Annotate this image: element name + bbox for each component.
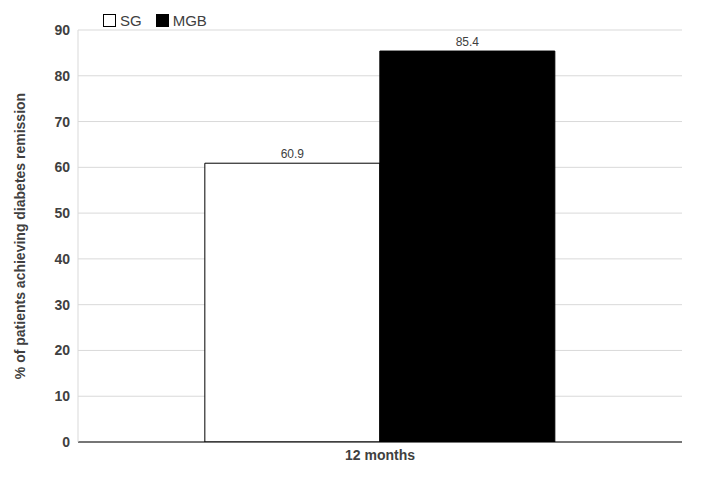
- svg-text:12 months: 12 months: [345, 447, 415, 463]
- svg-text:40: 40: [54, 251, 70, 267]
- svg-text:20: 20: [54, 342, 70, 358]
- svg-text:0: 0: [62, 434, 70, 450]
- html-text:MGB: MGB: [172, 12, 207, 29]
- html-text:SG: SG: [120, 12, 142, 29]
- svg-text:30: 30: [54, 297, 70, 313]
- svg-text:10: 10: [54, 388, 70, 404]
- svg-text:80: 80: [54, 68, 70, 84]
- svg-text:60: 60: [54, 159, 70, 175]
- svg-text:% of patients achieving diabet: % of patients achieving diabetes remissi…: [12, 93, 28, 379]
- svg-text:85.4: 85.4: [456, 35, 480, 49]
- svg-text:70: 70: [54, 114, 70, 130]
- svg-text:60.9: 60.9: [281, 147, 305, 161]
- svg-text:90: 90: [54, 22, 70, 38]
- svg-text:50: 50: [54, 205, 70, 221]
